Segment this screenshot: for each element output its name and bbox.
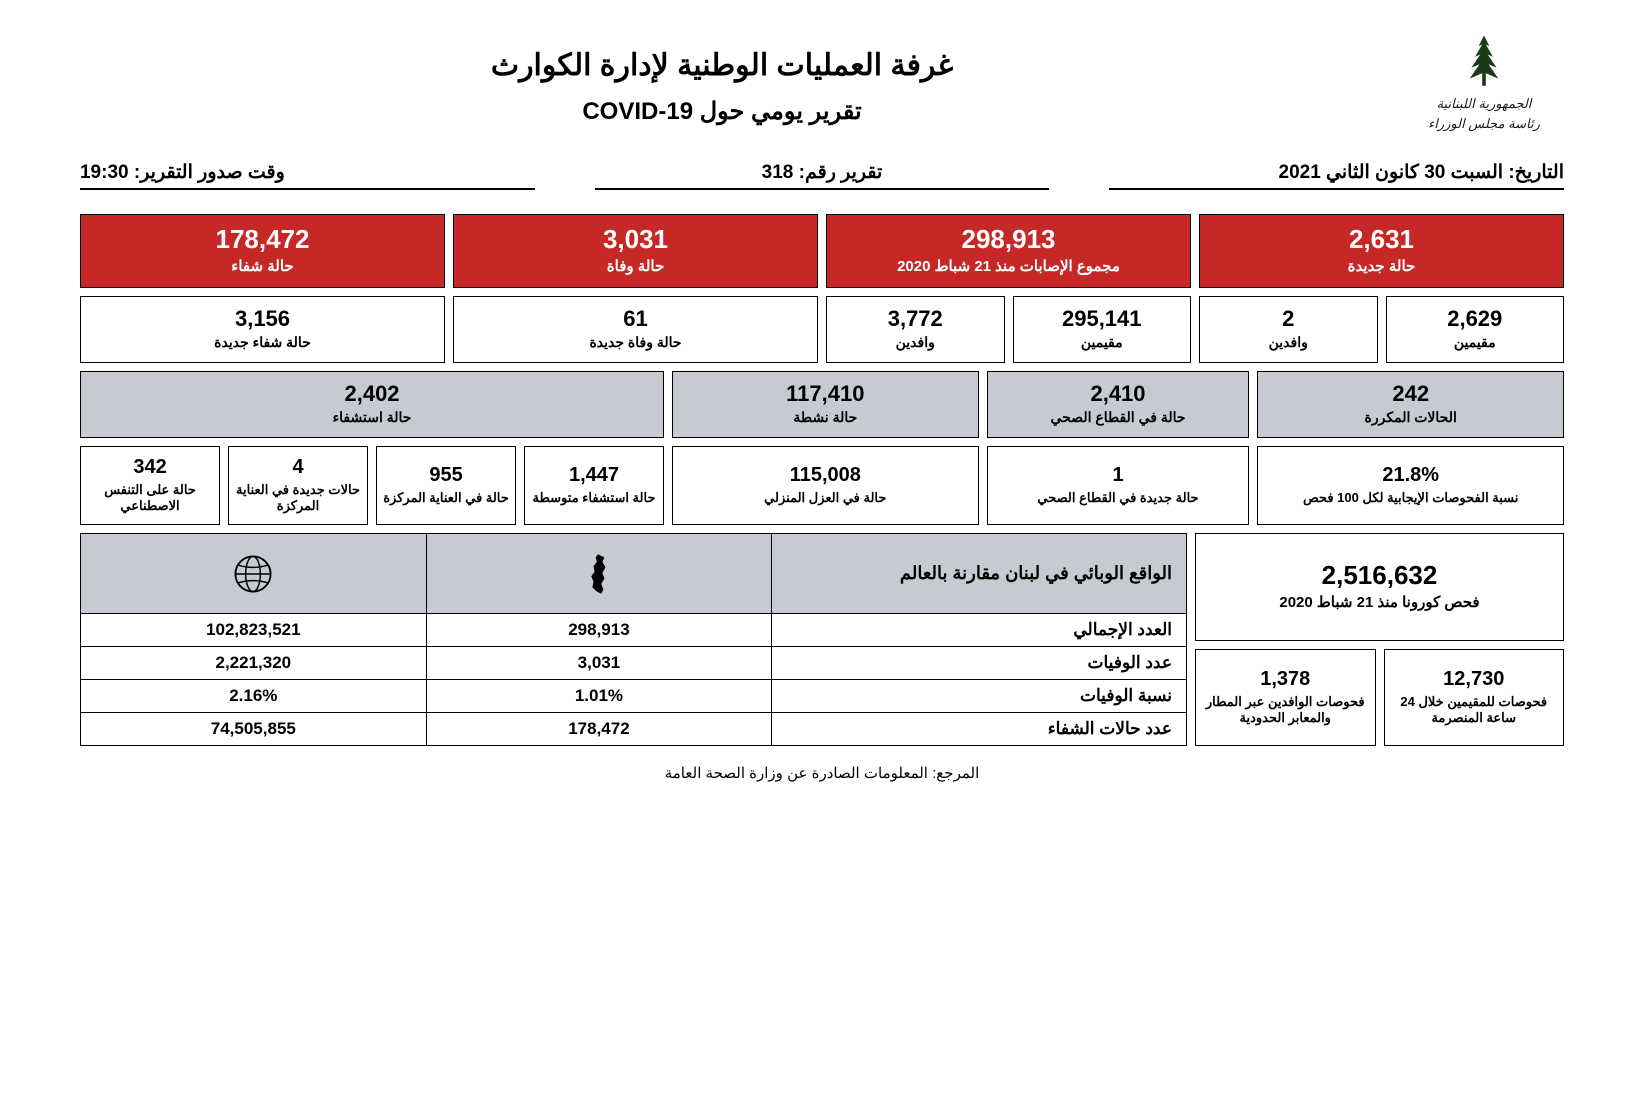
compare-title: الواقع الوبائي في لبنان مقارنة بالعالم xyxy=(771,534,1186,614)
stat-total-cases: 298,913 مجموع الإصابات منذ 21 شباط 2020 xyxy=(826,214,1191,287)
meta-date: التاريخ: السبت 30 كانون الثاني 2021 xyxy=(1109,161,1564,190)
row-rate-label: نسبة الوفيات xyxy=(771,680,1186,713)
logo-line1: الجمهورية اللبنانية xyxy=(1404,95,1564,113)
titles: غرفة العمليات الوطنية لإدارة الكوارث تقر… xyxy=(80,30,1364,126)
report-header: الجمهورية اللبنانية رئاسة مجلس الوزراء غ… xyxy=(80,30,1564,133)
stat-active: 117,410 حالة نشطة xyxy=(672,371,979,438)
comparison-table: الواقع الوبائي في لبنان مقارنة بالعالم ا… xyxy=(80,533,1187,746)
lebanon-icon xyxy=(426,534,772,614)
title-main: غرفة العمليات الوطنية لإدارة الكوارث xyxy=(80,48,1364,83)
meta-time: وقت صدور التقرير: 19:30 xyxy=(80,161,535,190)
gov-logo: الجمهورية اللبنانية رئاسة مجلس الوزراء xyxy=(1404,30,1564,133)
stat-home-iso: 115,008 حالة في العزل المنزلي xyxy=(672,446,979,526)
cedar-icon xyxy=(1439,30,1529,93)
stat-total-residents: 295,141 مقيمين xyxy=(1013,296,1192,363)
stat-tests-residents: 12,730 فحوصات للمقيمين خلال 24 ساعة المن… xyxy=(1384,649,1565,746)
row-recovered-label: عدد حالات الشفاء xyxy=(771,713,1186,746)
row-deaths-lebanon: 3,031 xyxy=(426,647,772,680)
stat-new-deaths: 61 حالة وفاة جديدة xyxy=(453,296,818,363)
headline-row: 2,631 حالة جديدة 298,913 مجموع الإصابات … xyxy=(80,214,1564,287)
title-sub: تقرير يومي حول COVID-19 xyxy=(80,97,1364,126)
stat-new-arrivals: 2 وافدين xyxy=(1199,296,1378,363)
row-recovered-lebanon: 178,472 xyxy=(426,713,772,746)
stat-ventilator: 342 حالة على التنفس الاصطناعي xyxy=(80,446,220,526)
row3: 242 الحالات المكررة 2,410 حالة في القطاع… xyxy=(80,371,1564,438)
row-deaths-world: 2,221,320 xyxy=(80,647,426,680)
bottom-section: 2,516,632 فحص كورونا منذ 21 شباط 2020 12… xyxy=(80,533,1564,746)
stat-new-cases: 2,631 حالة جديدة xyxy=(1199,214,1564,287)
stat-new-residents: 2,629 مقيمين xyxy=(1386,296,1565,363)
stat-tests-arrivals: 1,378 فحوصات الوافدين عبر المطار والمعاب… xyxy=(1195,649,1376,746)
stat-new-health: 1 حالة جديدة في القطاع الصحي xyxy=(987,446,1250,526)
stat-health-sector: 2,410 حالة في القطاع الصحي xyxy=(987,371,1250,438)
stat-repeat: 242 الحالات المكررة xyxy=(1257,371,1564,438)
stat-deaths: 3,031 حالة وفاة xyxy=(453,214,818,287)
row-total-world: 102,823,521 xyxy=(80,614,426,647)
tests-column: 2,516,632 فحص كورونا منذ 21 شباط 2020 12… xyxy=(1195,533,1564,746)
stat-recovered: 178,472 حالة شفاء xyxy=(80,214,445,287)
stat-positivity: 21.8% نسبة الفحوصات الإيجابية لكل 100 فح… xyxy=(1257,446,1564,526)
stat-hosp-moderate: 1,447 حالة استشفاء متوسطة xyxy=(524,446,664,526)
globe-icon xyxy=(80,534,426,614)
row-recovered-world: 74,505,855 xyxy=(80,713,426,746)
row2: 2,629 مقيمين 2 وافدين 295,141 مقيمين 3,7… xyxy=(80,296,1564,363)
stat-hospitalized: 2,402 حالة استشفاء xyxy=(80,371,664,438)
meta-row: التاريخ: السبت 30 كانون الثاني 2021 تقري… xyxy=(80,161,1564,190)
reference-note: المرجع: المعلومات الصادرة عن وزارة الصحة… xyxy=(80,764,1564,782)
stat-icu: 955 حالة في العناية المركزة xyxy=(376,446,516,526)
stat-total-arrivals: 3,772 وافدين xyxy=(826,296,1005,363)
row-rate-lebanon: 1.01% xyxy=(426,680,772,713)
meta-report: تقرير رقم: 318 xyxy=(595,161,1050,190)
row4: 21.8% نسبة الفحوصات الإيجابية لكل 100 فح… xyxy=(80,446,1564,526)
stat-new-recovered: 3,156 حالة شفاء جديدة xyxy=(80,296,445,363)
stat-total-tests: 2,516,632 فحص كورونا منذ 21 شباط 2020 xyxy=(1195,533,1564,641)
logo-line2: رئاسة مجلس الوزراء xyxy=(1404,115,1564,133)
row-rate-world: 2.16% xyxy=(80,680,426,713)
stat-icu-new: 4 حالات جديدة في العناية المركزة xyxy=(228,446,368,526)
row-deaths-label: عدد الوفيات xyxy=(771,647,1186,680)
row-total-label: العدد الإجمالي xyxy=(771,614,1186,647)
row-total-lebanon: 298,913 xyxy=(426,614,772,647)
